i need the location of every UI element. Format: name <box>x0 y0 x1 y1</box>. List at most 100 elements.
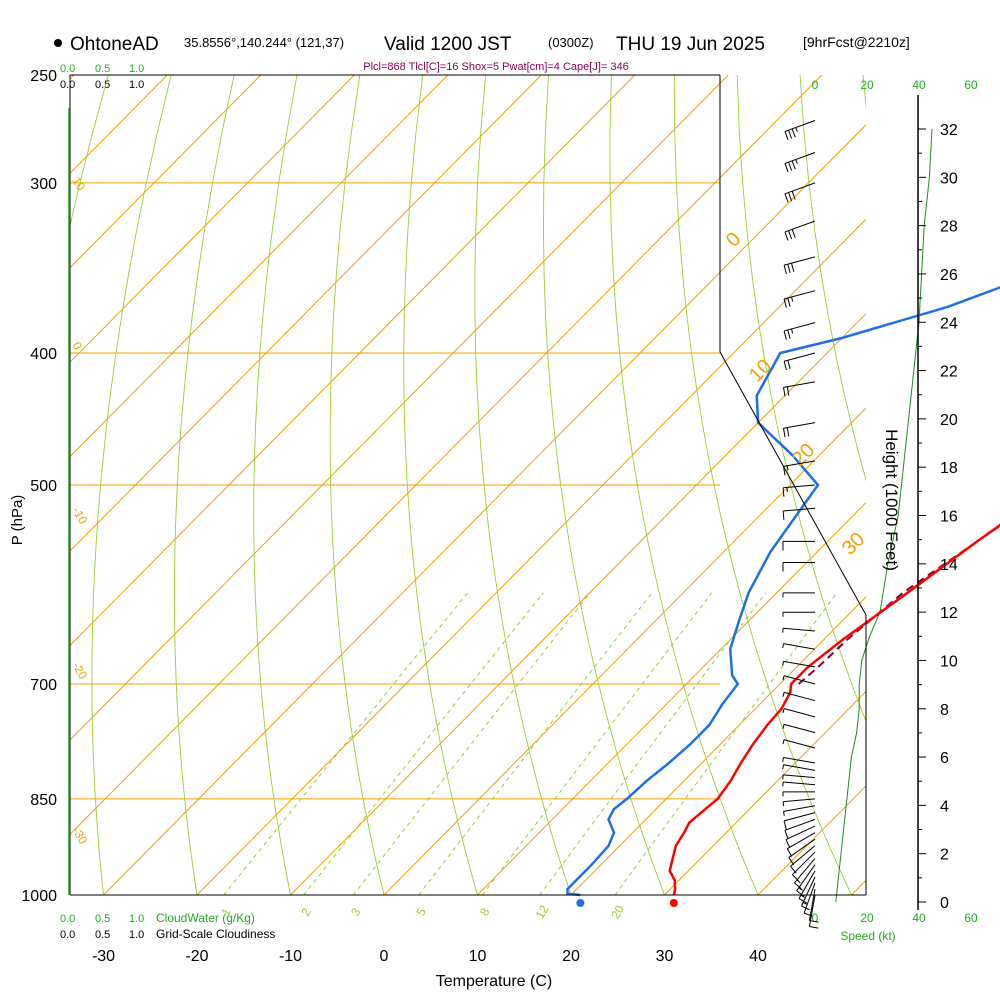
height-tick-label: 22 <box>940 364 958 381</box>
wind-barb-flag <box>791 128 796 138</box>
wind-barbs <box>782 120 819 929</box>
wind-barb-flag <box>782 510 785 520</box>
dry-adiabat--30 <box>91 75 172 895</box>
wind-barb-staff <box>783 352 816 362</box>
wind-barb <box>782 611 815 617</box>
temperature-tick-label: 0 <box>380 948 389 965</box>
wind-barb <box>782 562 815 572</box>
wind-barb-staff <box>787 832 816 850</box>
cc-top-0: 0.0 <box>60 79 75 91</box>
isotherm-60 <box>945 75 1000 895</box>
forecast-label: [9hrFcst@2210z] <box>803 34 910 50</box>
wind-barb-flag <box>787 360 791 370</box>
wind-barb <box>784 818 816 839</box>
wind-barb-staff <box>796 864 816 892</box>
temperature-tick-label: 40 <box>749 948 767 965</box>
wind-barb-staff <box>784 120 816 132</box>
wind-barb-staff <box>783 723 816 734</box>
dry-adiabat-60 <box>736 75 866 723</box>
height-tick-label: 32 <box>940 122 958 139</box>
wind-barb-flag <box>782 487 785 497</box>
dry-adiabat-40 <box>609 75 759 895</box>
wind-barb-staff <box>783 660 816 668</box>
cw-top-0: 0.0 <box>60 63 75 75</box>
wind-barb-flag <box>801 905 810 911</box>
wind-barb <box>782 723 816 734</box>
temperature-tick-label: -20 <box>185 948 208 965</box>
dry-adiabat-50 <box>673 75 852 895</box>
wind-barb-flag <box>782 387 786 397</box>
isotherm-label-left: -10 <box>69 505 90 527</box>
wind-barb-staff <box>784 152 816 164</box>
mixing-ratio-8 <box>481 592 713 895</box>
wind-barb-flag <box>791 229 796 238</box>
wind-barb-flag <box>783 330 787 340</box>
wind-barb-half-flag <box>782 661 784 666</box>
wind-barb-half-flag <box>782 708 785 714</box>
height-tick-label: 0 <box>940 895 949 912</box>
height-tick-label: 4 <box>940 798 949 815</box>
wind-barb-staff <box>783 774 816 779</box>
valid-label: Valid 1200 JST <box>384 34 512 55</box>
wind-barb <box>782 756 816 764</box>
parcel-trace <box>797 524 1000 685</box>
dry-adiabat-100 <box>989 75 1000 895</box>
wind-barb <box>788 838 816 866</box>
isotherm-label-left: 10 <box>69 175 88 194</box>
dry-adiabat-20 <box>474 75 572 895</box>
pressure-tick-label: 400 <box>30 346 57 363</box>
speed-scale-top: 40 <box>912 78 926 92</box>
speed-scale-bottom: 0 <box>812 911 819 925</box>
wind-barb-flag <box>788 857 795 866</box>
date-label: THU 19 Jun 2025 <box>616 34 765 55</box>
wind-barb-half-flag <box>782 739 785 745</box>
isotherm-label-right: 0 <box>722 228 745 251</box>
wind-barb-flag <box>787 329 791 339</box>
wind-barb-flag <box>784 131 789 141</box>
wind-barb-staff <box>783 322 816 332</box>
pressure-tick-label: 250 <box>30 68 57 85</box>
wind-barb-staff <box>783 764 816 771</box>
wind-barb <box>782 540 815 551</box>
cloudwater-scale-top: 0.0 0.5 1.0 0.0 0.5 1.0 <box>60 63 144 91</box>
wind-barb-staff <box>783 691 816 702</box>
wind-barb <box>784 120 816 141</box>
dry-adiabat--20 <box>173 75 235 895</box>
wind-barb <box>782 592 815 598</box>
wind-barb-flag <box>782 428 786 438</box>
wind-barb-half-flag <box>782 692 785 697</box>
wind-barb-flag <box>787 297 791 307</box>
isotherm--80 <box>70 75 449 458</box>
wind-barb <box>782 675 816 685</box>
isotherm--50 <box>70 75 729 741</box>
profile-layer <box>566 128 1000 907</box>
wind-barb-staff <box>783 781 816 786</box>
isotherm-label-right: 20 <box>788 439 819 470</box>
wind-barb-flag <box>788 161 793 171</box>
dry-adiabat-90 <box>926 75 1000 895</box>
temperature-tick-label: 10 <box>469 948 487 965</box>
wind-barb <box>782 507 816 520</box>
wind-speed-height-profile <box>835 128 933 903</box>
wind-barb-flag <box>783 265 787 274</box>
wind-barb-flag <box>786 848 793 857</box>
speed-scale-top: 0 <box>812 78 819 92</box>
isotherm-label-left: -30 <box>69 825 90 847</box>
y2-axis-title: Height (1000 Feet) <box>882 429 901 571</box>
dry-adiabat--10 <box>253 75 298 895</box>
pressure-tick-label: 1000 <box>21 888 57 905</box>
pressure-tick-label: 850 <box>30 792 57 809</box>
wind-barb <box>783 352 816 371</box>
isotherm-50 <box>851 879 866 895</box>
wind-barb-staff <box>792 851 816 876</box>
pressure-tick-label: 300 <box>30 176 57 193</box>
wind-barb-flag <box>782 466 786 476</box>
wind-barb <box>782 381 816 397</box>
wind-barb-half-flag <box>802 902 808 905</box>
isotherm--20 <box>196 218 866 895</box>
cw-bot-1: 0.5 <box>95 913 110 925</box>
isotherm-30 <box>664 690 866 895</box>
surface-temperature-dot <box>669 899 678 907</box>
wind-barb-flag <box>784 193 789 203</box>
station-name: OhtoneAD <box>70 34 159 55</box>
